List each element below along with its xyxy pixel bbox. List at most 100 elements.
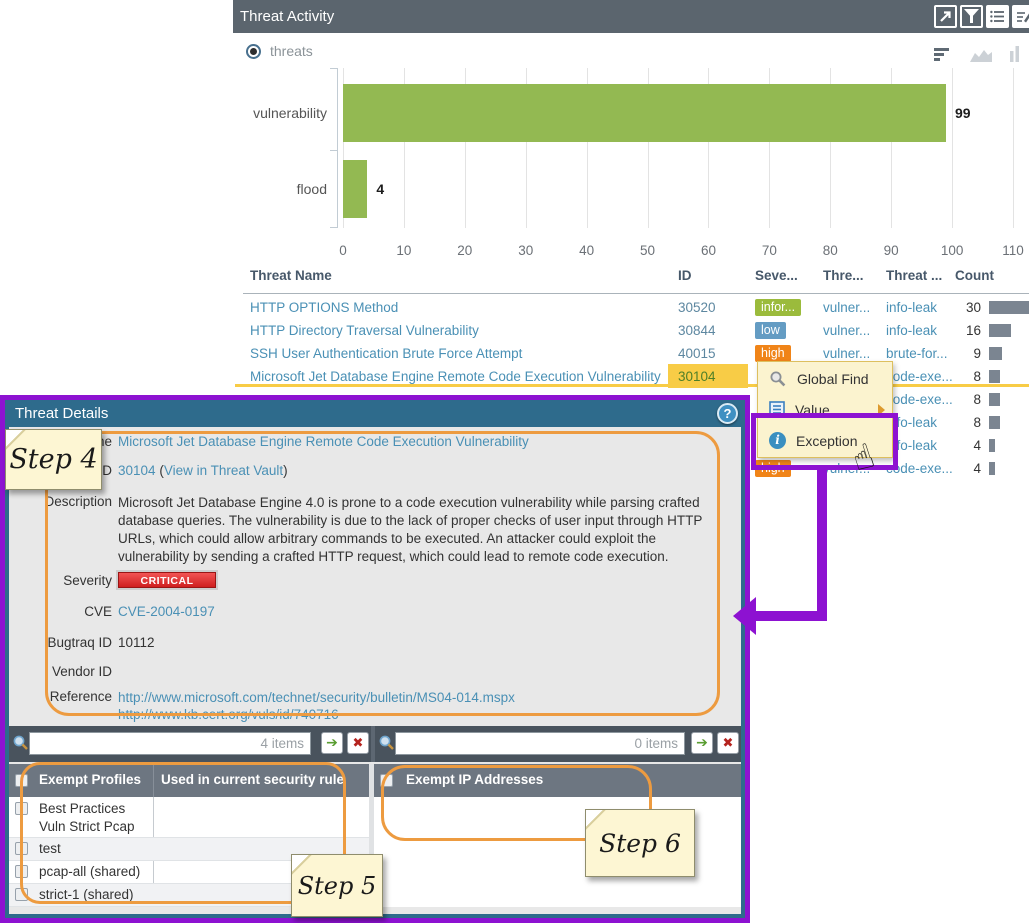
threat-id-link[interactable]: 30104 <box>118 463 156 478</box>
clear-filter-button[interactable]: ✖ <box>347 732 369 754</box>
select-all-checkbox[interactable] <box>15 774 28 787</box>
menu-item-global-find[interactable]: Global Find <box>758 363 892 394</box>
area-chart-icon[interactable] <box>969 47 993 68</box>
list-item[interactable]: test <box>9 838 369 861</box>
severity-label: Severity <box>63 573 112 588</box>
list-view-icon[interactable] <box>986 5 1009 28</box>
list-item[interactable]: Best Practices Vuln Strict Pcap <box>9 798 369 838</box>
clear-filter-button[interactable]: ✖ <box>717 732 739 754</box>
table-row[interactable]: code-exe... 8 <box>243 388 1029 411</box>
threat-subtype-link[interactable]: info-leak <box>886 323 938 338</box>
threat-category-link[interactable]: vulner... <box>823 323 871 338</box>
used-in-rule-column-header[interactable]: Used in current security rule <box>161 772 345 787</box>
help-icon[interactable]: ? <box>717 403 738 424</box>
count-bar <box>989 393 1001 406</box>
exempt-ip-search-input[interactable]: 0 items <box>395 732 685 755</box>
menu-item-label: Exception <box>796 432 858 449</box>
column-header[interactable]: Seve... <box>755 268 798 283</box>
threat-name-link[interactable]: Microsoft Jet Database Engine Remote Cod… <box>118 434 529 449</box>
x-tick-label: 10 <box>396 243 412 258</box>
apply-filter-button[interactable]: ➔ <box>321 732 343 754</box>
reference-link-1[interactable]: http://www.microsoft.com/technet/securit… <box>118 690 515 705</box>
threat-subtype-link[interactable]: code-exe... <box>886 392 953 407</box>
chart-bar-flood[interactable] <box>343 160 368 218</box>
threat-id[interactable]: 30844 <box>678 323 716 338</box>
x-tick-label: 80 <box>822 243 838 258</box>
table-row[interactable]: HTTP Directory Traversal Vulnerability 30… <box>243 319 1029 342</box>
annotation-arrow <box>733 468 827 635</box>
threat-category-link[interactable]: vulner... <box>823 346 871 361</box>
open-in-window-icon[interactable] <box>934 5 957 28</box>
column-header[interactable]: Threat ... <box>886 268 943 283</box>
reference-link-2[interactable]: http://www.kb.cert.org/vuls/id/740716 <box>118 707 339 722</box>
threat-subtype-link[interactable]: code-exe... <box>886 461 953 476</box>
row-checkbox[interactable] <box>15 842 28 855</box>
profiles-items-count: 4 items <box>260 736 304 751</box>
info-icon: i <box>769 432 786 449</box>
count-value: 8 <box>973 392 981 407</box>
threat-id[interactable]: 40015 <box>678 346 716 361</box>
column-header[interactable]: Thre... <box>823 268 864 283</box>
table-row[interactable]: info-leak 4 <box>243 434 1029 457</box>
count-value: 16 <box>965 323 981 338</box>
threat-subtype-link[interactable]: info-leak <box>886 415 938 430</box>
row-checkbox[interactable] <box>15 802 28 815</box>
cve-link[interactable]: CVE-2004-0197 <box>118 604 215 619</box>
column-header[interactable]: ID <box>678 268 692 283</box>
threat-id[interactable]: 30520 <box>678 300 716 315</box>
chart-bar-vulnerability[interactable] <box>343 84 946 142</box>
row-checkbox[interactable] <box>15 888 28 901</box>
column-header[interactable]: Threat Name <box>250 268 332 283</box>
threat-subtype-link[interactable]: brute-for... <box>886 346 948 361</box>
x-tick-label: 40 <box>579 243 595 258</box>
threat-id[interactable]: 30104 <box>678 369 716 384</box>
threat-subtype-link[interactable]: code-exe... <box>886 369 953 384</box>
description-text: Microsoft Jet Database Engine 4.0 is pro… <box>118 495 703 564</box>
table-row[interactable]: SSH User Authentication Brute Force Atte… <box>243 342 1029 365</box>
exempt-profiles-header: Exempt Profiles Used in current security… <box>9 764 369 797</box>
select-all-checkbox[interactable] <box>380 774 393 787</box>
list-item[interactable]: pcap-all (shared) <box>9 861 369 884</box>
column-header[interactable]: Count <box>955 268 994 283</box>
count-bar <box>989 462 995 475</box>
value-label: 99 <box>955 105 971 121</box>
threat-name-link[interactable]: HTTP Directory Traversal Vulnerability <box>250 323 479 338</box>
view-in-threat-vault-link[interactable]: View in Threat Vault <box>163 463 284 478</box>
threat-name-link[interactable]: HTTP OPTIONS Method <box>250 300 399 315</box>
table-row[interactable]: info-leak 8 <box>243 411 1029 434</box>
x-tick-label: 100 <box>940 243 964 258</box>
gridline <box>1013 68 1014 228</box>
exempt-profiles-column-header[interactable]: Exempt Profiles <box>39 772 142 787</box>
threat-category-link[interactable]: vulner... <box>823 300 871 315</box>
threats-radio[interactable] <box>246 43 261 59</box>
menu-item-label: Global Find <box>797 370 869 387</box>
apply-filter-button[interactable]: ➔ <box>691 732 713 754</box>
exempt-profiles-search-input[interactable]: 4 items <box>29 732 311 755</box>
vbar-chart-icon[interactable] <box>1009 45 1021 68</box>
exempt-ip-column-header[interactable]: Exempt IP Addresses <box>406 772 544 787</box>
paren-close: ) <box>283 463 288 478</box>
dialog-title: Threat Details <box>15 405 109 422</box>
ip-items-count: 0 items <box>634 736 678 751</box>
gridline <box>891 68 893 228</box>
threat-name-link[interactable]: SSH User Authentication Brute Force Atte… <box>250 346 523 361</box>
count-value: 4 <box>973 461 981 476</box>
exception-annotation-box <box>751 413 898 470</box>
menu-item-exception[interactable]: i Exception <box>758 425 892 456</box>
reference-label: Reference <box>49 689 112 704</box>
category-label: flood <box>296 181 327 197</box>
chart-type-selector <box>933 45 1021 68</box>
threat-name-link[interactable]: Microsoft Jet Database Engine Remote Cod… <box>250 369 661 384</box>
filter-icon[interactable] <box>960 5 983 28</box>
chart-axis <box>337 68 338 228</box>
threat-subtype-link[interactable]: info-leak <box>886 438 938 453</box>
table-row[interactable]: HTTP OPTIONS Method 30520 infor... vulner..… <box>243 296 1029 319</box>
category-label: vulnerability <box>253 105 327 121</box>
edit-icon[interactable] <box>1012 5 1029 28</box>
count-bar <box>989 347 1002 360</box>
x-tick-label: 110 <box>1002 243 1024 258</box>
hbar-chart-icon[interactable] <box>933 47 953 68</box>
row-checkbox[interactable] <box>15 865 28 878</box>
threat-subtype-link[interactable]: info-leak <box>886 300 938 315</box>
x-tick-label: 30 <box>518 243 534 258</box>
